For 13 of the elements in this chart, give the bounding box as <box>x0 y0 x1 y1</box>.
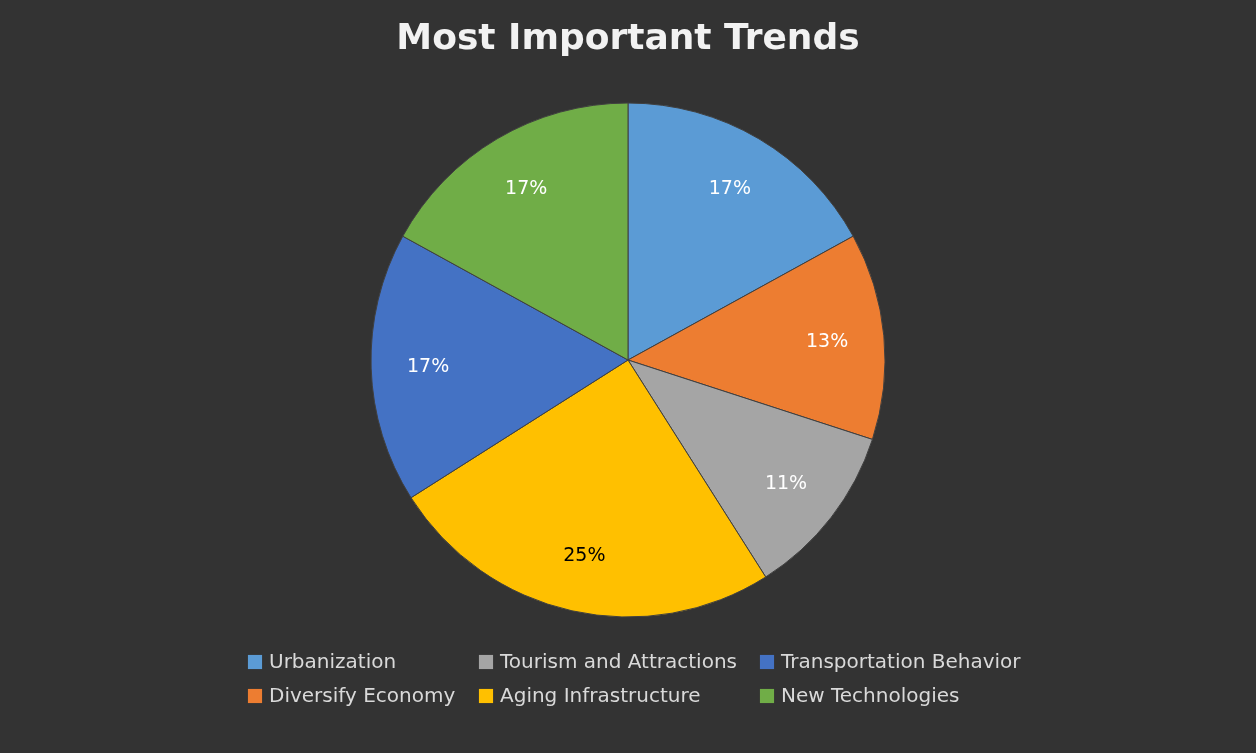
legend-label: New Technologies <box>781 683 960 707</box>
data-label: 11% <box>764 470 808 493</box>
data-label: 17% <box>505 175 548 198</box>
legend-label: Tourism and Attractions <box>499 649 737 673</box>
chart-title: Most Important Trends <box>396 16 860 57</box>
data-label: 25% <box>563 543 606 566</box>
data-label: 17% <box>708 175 751 198</box>
legend-label: Transportation Behavior <box>780 649 1022 673</box>
legend-label: Aging Infrastructure <box>500 683 701 707</box>
data-label: 17% <box>406 354 450 377</box>
data-label: 13% <box>806 329 849 352</box>
legend-label: Urbanization <box>269 649 397 673</box>
legend-label: Diversify Economy <box>269 683 456 707</box>
